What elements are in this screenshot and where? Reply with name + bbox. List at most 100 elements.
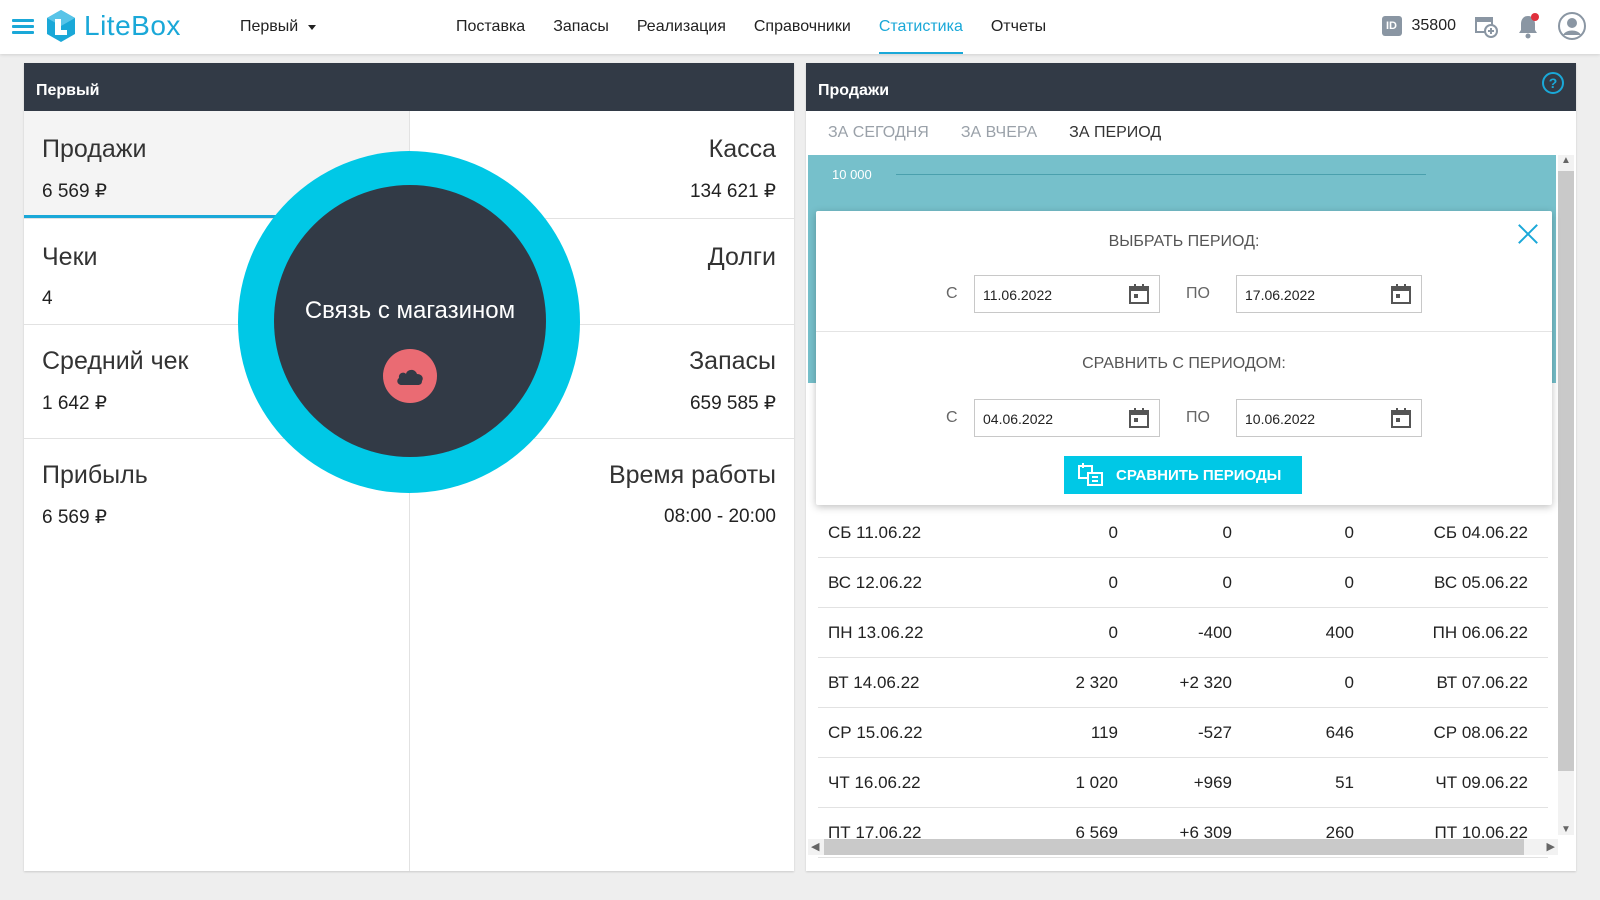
- kpi-value: 134 621 ₽: [689, 181, 776, 202]
- scrollbar-thumb[interactable]: [824, 839, 1524, 855]
- sales-table: СБ 11.06.22 0 0 0 СБ 04.06.22 ВС 12.06.22 0 0 0 В…: [818, 508, 1548, 858]
- table-row[interactable]: ПН 13.06.22 0 -400 400 ПН 06.06.22: [818, 608, 1548, 658]
- previous-date-cell: ЧТ 09.06.22: [1435, 772, 1528, 792]
- logo[interactable]: LiteBox: [46, 9, 181, 43]
- store-selector[interactable]: Первый: [240, 18, 317, 36]
- sales-value-cell: 0: [1108, 622, 1118, 642]
- panel-title: Первый: [24, 63, 794, 111]
- cloud-connect-button[interactable]: [383, 349, 437, 403]
- calendar-icon[interactable]: [1128, 407, 1150, 429]
- previous-value-cell: 260: [1325, 822, 1354, 842]
- scroll-left-icon[interactable]: ◀: [811, 841, 820, 853]
- id-icon: ID: [1381, 16, 1402, 36]
- previous-date-cell: СБ 04.06.22: [1433, 522, 1528, 542]
- menu-icon[interactable]: [12, 19, 34, 35]
- previous-date-cell: ВТ 07.06.22: [1436, 672, 1528, 692]
- period-from-input[interactable]: 11.06.2022: [974, 275, 1160, 313]
- date-value: 04.06.2022: [983, 411, 1054, 427]
- compare-button-label: СРАВНИТЬ ПЕРИОДЫ: [1116, 466, 1282, 484]
- previous-date-cell: ПТ 10.06.22: [1434, 822, 1529, 842]
- select-period-title: ВЫБРАТЬ ПЕРИОД:: [1108, 233, 1260, 250]
- table-row[interactable]: ПТ 17.06.22 6 569 +6 309 260 ПТ 10.06.22: [818, 808, 1548, 858]
- kpi-label: Прибыль: [42, 461, 148, 489]
- add-store-icon[interactable]: [1474, 14, 1498, 38]
- user-avatar-icon[interactable]: [1558, 12, 1586, 40]
- scroll-up-icon[interactable]: ▲: [1561, 155, 1571, 166]
- kpi-label: Средний чек: [42, 347, 189, 375]
- main-nav: Поставка Запасы Реализация Справочники С…: [442, 0, 1060, 54]
- previous-date-cell: ПН 06.06.22: [1432, 622, 1528, 642]
- chart-gridline: [896, 174, 1426, 175]
- kpi-label: Долги: [707, 243, 776, 271]
- scroll-right-icon[interactable]: ▶: [1546, 841, 1555, 853]
- difference-cell: -527: [1197, 722, 1232, 742]
- previous-value-cell: 51: [1335, 772, 1354, 792]
- sales-panel: Продажи ? ЗА СЕГОДНЯ ЗА ВЧЕРА ЗА ПЕРИОД …: [806, 63, 1576, 871]
- kpi-stock[interactable]: Запасы 659 585 ₽: [409, 347, 794, 415]
- store-connection-overlay[interactable]: Связь с магазином: [238, 151, 580, 493]
- kpi-value: 6 569 ₽: [42, 181, 107, 202]
- kpi-value: 6 569 ₽: [42, 507, 107, 528]
- panel-title: Продажи ?: [806, 63, 1576, 111]
- help-icon[interactable]: ?: [1542, 72, 1564, 94]
- calendar-icon[interactable]: [1390, 283, 1412, 305]
- sales-value-cell: 2 320: [1075, 672, 1118, 692]
- date-cell: ВС 12.06.22: [828, 572, 922, 592]
- scroll-down-icon[interactable]: ▼: [1561, 824, 1571, 835]
- kpi-avg-check[interactable]: Средний чек 1 642 ₽: [24, 347, 409, 415]
- table-row[interactable]: ВС 12.06.22 0 0 0 ВС 05.06.22: [818, 558, 1548, 608]
- top-navbar: LiteBox Первый Поставка Запасы Реализаци…: [0, 0, 1600, 54]
- horizontal-scrollbar[interactable]: ◀ ▶: [808, 839, 1558, 855]
- date-value: 17.06.2022: [1245, 287, 1316, 303]
- compare-period-title: СРАВНИТЬ С ПЕРИОДОМ:: [1082, 355, 1286, 372]
- calendar-icon[interactable]: [1390, 407, 1412, 429]
- kpi-work-hours[interactable]: Время работы 08:00 - 20:00: [409, 461, 794, 528]
- calendar-icon[interactable]: [1128, 283, 1150, 305]
- nav-stock[interactable]: Запасы: [553, 18, 609, 35]
- sales-value-cell: 0: [1108, 572, 1118, 592]
- nav-reports[interactable]: Отчеты: [990, 18, 1047, 35]
- sales-panel-title: Продажи: [818, 82, 890, 99]
- period-to-input[interactable]: 17.06.2022: [1236, 275, 1422, 313]
- notifications-bell-icon[interactable]: [1516, 13, 1540, 39]
- kpi-profit[interactable]: Прибыль 6 569 ₽: [24, 461, 409, 529]
- scrollbar-thumb[interactable]: [1558, 171, 1574, 771]
- kpi-debts[interactable]: Долги: [409, 243, 794, 288]
- table-row[interactable]: СБ 11.06.22 0 0 0 СБ 04.06.22: [818, 508, 1548, 558]
- kpi-cash[interactable]: Касса 134 621 ₽: [409, 135, 794, 203]
- sales-value-cell: 6 569: [1075, 822, 1118, 842]
- compare-row: С 04.06.2022 ПО 10.06.2022: [946, 399, 1422, 437]
- tab-yesterday[interactable]: ЗА ВЧЕРА: [960, 124, 1038, 141]
- date-cell: СБ 11.06.22: [828, 522, 922, 542]
- store-connection-text: Связь с магазином: [304, 297, 516, 324]
- nav-supply[interactable]: Поставка: [456, 18, 526, 35]
- compare-to-input[interactable]: 10.06.2022: [1236, 399, 1422, 437]
- date-cell: ЧТ 16.06.22: [828, 772, 921, 792]
- litebox-logo-icon: [47, 10, 75, 42]
- date-value: 10.06.2022: [1245, 411, 1316, 427]
- date-value: 11.06.2022: [983, 287, 1053, 303]
- table-row[interactable]: ЧТ 16.06.22 1 020 +969 51 ЧТ 09.06.22: [818, 758, 1548, 808]
- tab-today[interactable]: ЗА СЕГОДНЯ: [828, 124, 929, 141]
- kpi-value: 4: [42, 288, 53, 309]
- previous-value-cell: 0: [1344, 522, 1354, 542]
- kpi-checks[interactable]: Чеки 4: [24, 243, 409, 310]
- cloud-icon: [397, 369, 423, 385]
- nav-sales[interactable]: Реализация: [636, 18, 726, 35]
- kpi-sales[interactable]: Продажи 6 569 ₽: [24, 135, 409, 203]
- previous-value-cell: 0: [1344, 572, 1354, 592]
- sales-value-cell: 0: [1108, 522, 1118, 542]
- to-label: ПО: [1186, 285, 1210, 302]
- tab-period[interactable]: ЗА ПЕРИОД: [1069, 124, 1162, 141]
- difference-cell: 0: [1222, 572, 1232, 592]
- compare-from-input[interactable]: 04.06.2022: [974, 399, 1160, 437]
- compare-periods-button[interactable]: СРАВНИТЬ ПЕРИОДЫ: [1064, 456, 1302, 494]
- store-summary-panel: Первый Продажи 6 569 ₽ Касса 134 621 ₽ Ч…: [24, 63, 794, 871]
- user-id-badge: ID 35800: [1381, 16, 1456, 36]
- table-row[interactable]: ВТ 14.06.22 2 320 +2 320 0 ВТ 07.06.22: [818, 658, 1548, 708]
- kpi-label: Запасы: [689, 347, 776, 375]
- table-row[interactable]: СР 15.06.22 119 -527 646 СР 08.06.22: [818, 708, 1548, 758]
- vertical-scrollbar[interactable]: ▲ ▼: [1558, 155, 1574, 835]
- nav-statistics[interactable]: Статистика: [865, 0, 977, 54]
- nav-references[interactable]: Справочники: [753, 18, 851, 35]
